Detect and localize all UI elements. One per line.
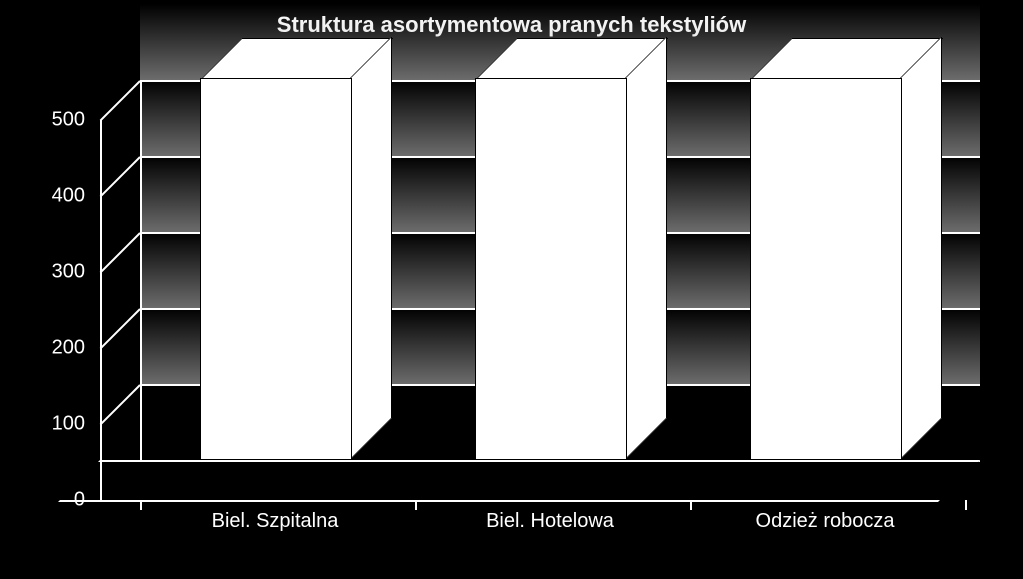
bar-side (350, 36, 392, 460)
chart-container: Struktura asortymentowa pranych tekstyli… (0, 0, 1023, 579)
y-tick-label: 0 (25, 489, 85, 512)
y-tick-label: 500 (25, 109, 85, 132)
bar-side (625, 36, 667, 460)
floor (60, 460, 980, 500)
x-axis-tick (140, 500, 142, 510)
x-tick-label: Biel. Hotelowa (486, 510, 614, 533)
x-axis-tick (965, 500, 967, 510)
x-axis-tick (690, 500, 692, 510)
bar-front (200, 78, 352, 460)
y-axis-back (140, 80, 142, 460)
floor-front-edge (58, 500, 940, 502)
y-axis-front (100, 120, 102, 500)
x-tick-label: Biel. Szpitalna (212, 510, 339, 533)
bar-front (475, 78, 627, 460)
y-tick-label: 400 (25, 185, 85, 208)
x-axis-tick (415, 500, 417, 510)
y-tick-label: 200 (25, 337, 85, 360)
bar-front (750, 78, 902, 460)
y-tick-label: 100 (25, 413, 85, 436)
chart-title: Struktura asortymentowa pranych tekstyli… (0, 12, 1023, 38)
bar (475, 40, 665, 460)
floor-back-edge (98, 460, 980, 462)
x-tick-label: Odzież robocza (756, 510, 895, 533)
y-tick-label: 300 (25, 261, 85, 284)
bar (750, 40, 940, 460)
bar (200, 40, 390, 460)
bar-side (900, 36, 942, 460)
plot-area: 0100200300400500 Biel. SzpitalnaBiel. Ho… (100, 80, 980, 500)
